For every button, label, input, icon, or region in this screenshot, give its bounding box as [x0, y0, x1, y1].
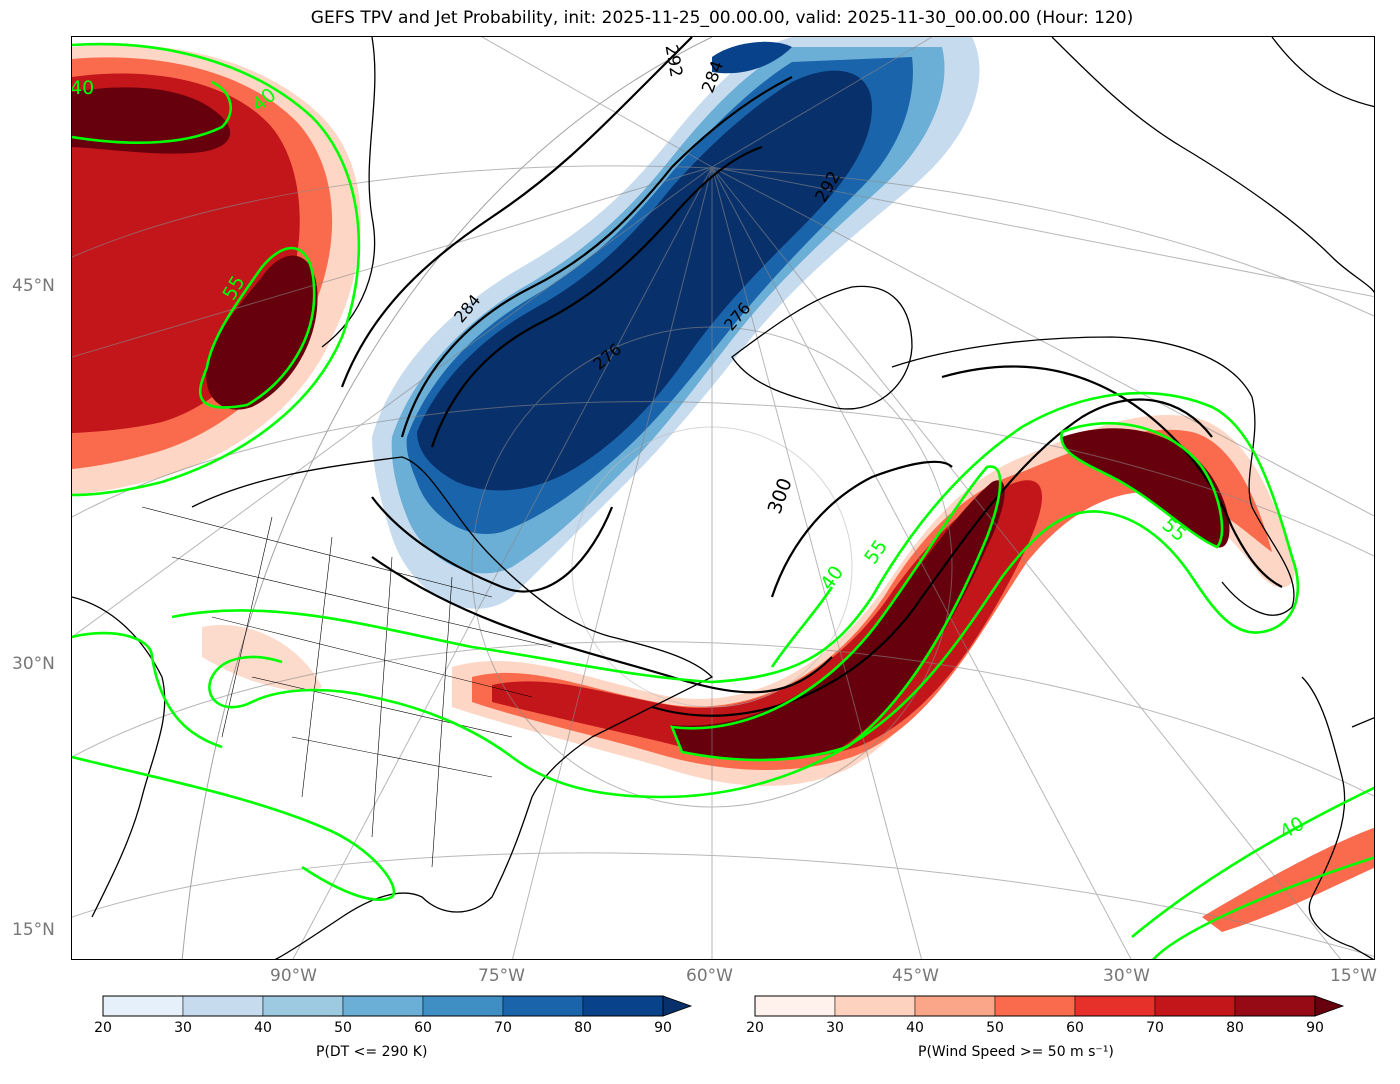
colorbar-swatch [502, 995, 584, 1017]
colorbar-frame [754, 995, 1316, 1017]
colorbar-swatch [834, 995, 916, 1017]
colorbar-tick-label: 70 [1146, 1020, 1164, 1036]
lon-label: 75°W [478, 966, 525, 986]
colorbar-tick-label: 70 [494, 1020, 512, 1036]
lat-label: 15°N [12, 920, 55, 940]
colorbar-swatch [262, 995, 344, 1017]
lat-label: 45°N [12, 276, 55, 296]
colorbar-tick-label: 60 [1066, 1020, 1084, 1036]
colorbar-swatch [342, 995, 424, 1017]
colorbar-jet-swatches [754, 995, 1345, 1017]
colorbar-tick-label: 50 [986, 1020, 1004, 1036]
lat-label: 30°N [12, 654, 55, 674]
colorbar-jet-label: P(Wind Speed >= 50 m s⁻¹) [918, 1044, 1114, 1060]
colorbar-tick-label: 80 [1226, 1020, 1244, 1036]
figure-title: GEFS TPV and Jet Probability, init: 2025… [310, 8, 1134, 28]
map-canvas [72, 37, 1374, 959]
colorbar-tick-label: 90 [654, 1020, 672, 1036]
colorbar-tick-label: 30 [826, 1020, 844, 1036]
colorbar-swatch [102, 995, 184, 1017]
colorbar-swatch [914, 995, 996, 1017]
lon-label: 15°W [1330, 966, 1377, 986]
coastlines [72, 37, 1374, 959]
lon-label: 90°W [270, 966, 317, 986]
lon-label: 30°W [1103, 966, 1150, 986]
jet-contours [72, 42, 1374, 959]
colorbar-tick-label: 90 [1306, 1020, 1324, 1036]
colorbar-swatch [1154, 995, 1236, 1017]
colorbar-swatch [754, 995, 836, 1017]
colorbar-swatch [1074, 995, 1156, 1017]
colorbar-swatch [182, 995, 264, 1017]
colorbar-tpv-swatches [102, 995, 693, 1017]
colorbar-swatch [994, 995, 1076, 1017]
colorbar-tick-label: 30 [174, 1020, 192, 1036]
colorbar-extend-arrow [662, 995, 693, 1017]
colorbar-tick-label: 40 [906, 1020, 924, 1036]
lon-label: 60°W [686, 966, 733, 986]
colorbar-tick-label: 60 [414, 1020, 432, 1036]
colorbar-swatch [582, 995, 664, 1017]
colorbar-tpv: P(DT <= 290 K) 20 30 40 50 60 70 80 90 [94, 995, 693, 1060]
state-borders [141, 506, 553, 868]
colorbar-frame [102, 995, 664, 1017]
colorbar-extend-arrow [1314, 995, 1345, 1017]
colorbar-tpv-label: P(DT <= 290 K) [316, 1044, 428, 1060]
map-panel: 300 292 284 276 292 284 276 40 55 40 55 … [71, 36, 1375, 960]
colorbar-tick-label: 20 [94, 1020, 112, 1036]
tpv-probability-fill [372, 37, 980, 609]
colorbar-tick-label: 50 [334, 1020, 352, 1036]
lon-label: 45°W [892, 966, 939, 986]
colorbar-tick-label: 40 [254, 1020, 272, 1036]
colorbar-swatch [1234, 995, 1316, 1017]
colorbar-jet: P(Wind Speed >= 50 m s⁻¹) 20 30 40 50 60 70 80… [746, 995, 1345, 1060]
jet-contour-label: 40 [71, 77, 95, 99]
colorbar-tick-label: 80 [574, 1020, 592, 1036]
colorbar-tick-label: 20 [746, 1020, 764, 1036]
colorbar-swatch [422, 995, 504, 1017]
